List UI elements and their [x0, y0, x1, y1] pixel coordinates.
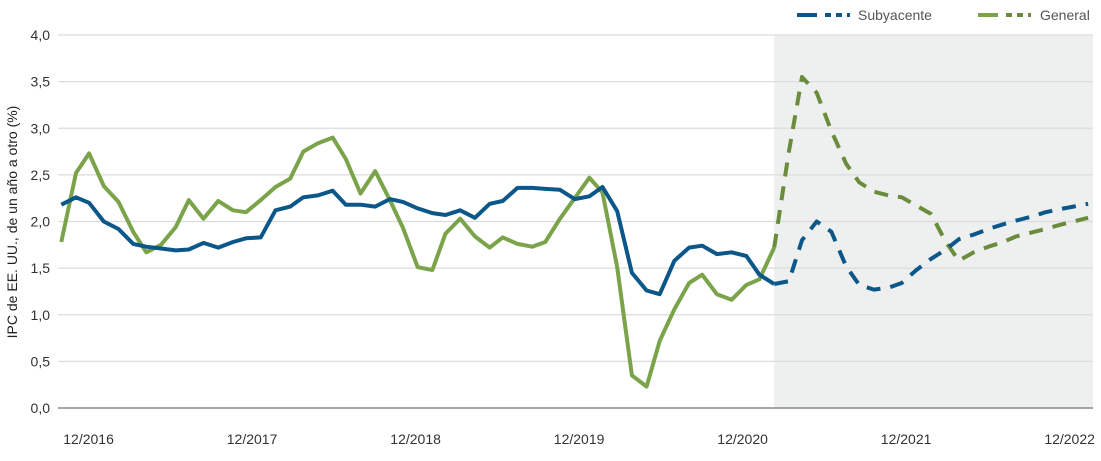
series-line-subyacente-actual [60, 185, 776, 297]
y-tick-label: 3,5 [31, 74, 51, 90]
legend: Subyacente General [797, 7, 1090, 23]
y-tick-label: 0,0 [31, 400, 51, 416]
y-tick-label: 2,0 [31, 214, 51, 230]
legend-item-general: General [978, 7, 1090, 23]
y-tick-label: 1,5 [31, 260, 51, 276]
y-tick-label: 4,0 [31, 27, 51, 43]
legend-item-subyacente: Subyacente [797, 7, 932, 23]
x-tick-label: 12/2021 [881, 431, 932, 447]
x-tick-label: 12/2019 [554, 431, 605, 447]
series-line-general-actual [59, 135, 777, 389]
legend-label-subyacente: Subyacente [858, 7, 932, 23]
series-line-subyacente-forecast [773, 201, 1089, 292]
y-tick-label: 0,5 [31, 353, 51, 369]
x-tick-label: 12/2016 [63, 431, 114, 447]
legend-label-general: General [1040, 7, 1090, 23]
series-line-general-forecast [772, 75, 1089, 263]
y-tick-label: 1,0 [31, 307, 51, 323]
x-tick-label: 12/2017 [227, 431, 278, 447]
x-tick-label: 12/2022 [1044, 431, 1095, 447]
x-tick-label: 12/2018 [390, 431, 441, 447]
y-tick-label: 3,0 [31, 120, 51, 136]
y-axis-label: IPC de EE. UU., de un año a otro (%) [4, 106, 20, 339]
y-tick-label: 2,5 [31, 167, 51, 183]
x-tick-label: 12/2020 [717, 431, 768, 447]
